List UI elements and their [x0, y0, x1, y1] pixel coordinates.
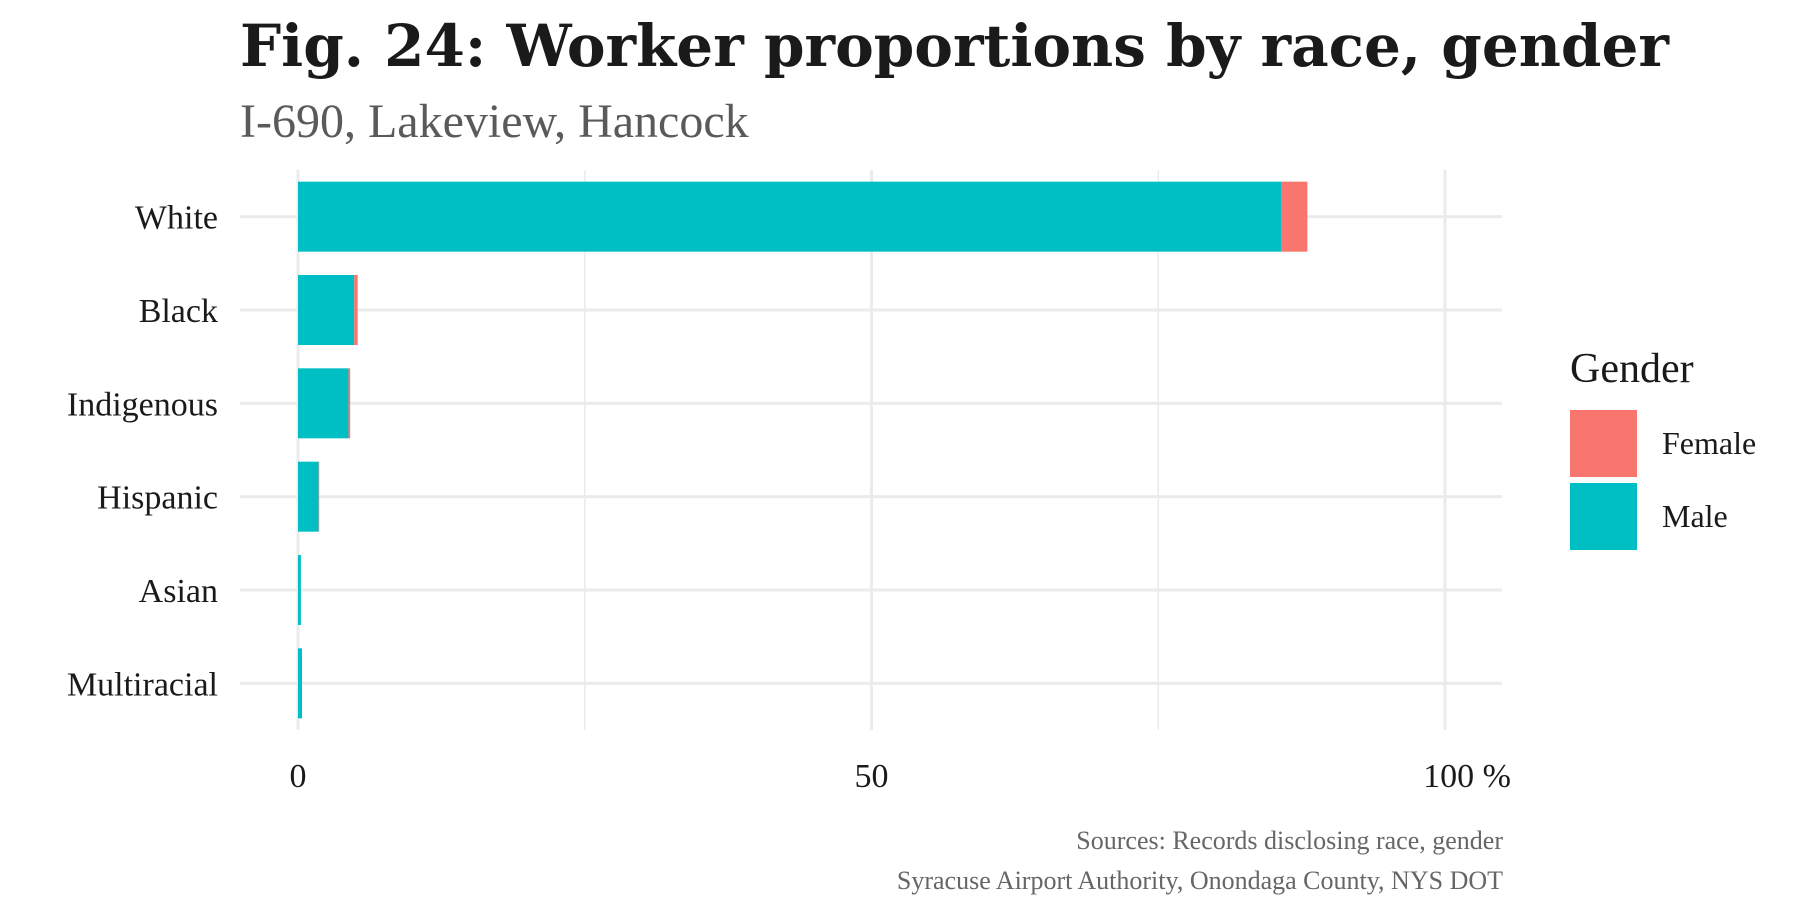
legend-label-male: Male	[1662, 498, 1728, 534]
bar-male-asian	[298, 555, 301, 625]
legend-label-female: Female	[1662, 425, 1757, 461]
bar-male-white	[298, 181, 1281, 252]
x-tick-label: 100 %	[1423, 758, 1511, 795]
legend-item-female: Female	[1570, 407, 1756, 480]
bar-female-black	[354, 275, 358, 345]
legend: Gender Female Male	[1570, 345, 1756, 553]
y-axis-labels: White Black Indigenous Hispanic Asian Multira…	[67, 200, 218, 704]
bar-female-indigenous	[348, 368, 351, 439]
y-tick-label-indigenous: Indigenous	[67, 386, 218, 423]
bars	[298, 181, 1308, 719]
x-tick-label: 0	[290, 758, 307, 795]
y-tick-label-hispanic: Hispanic	[97, 480, 218, 517]
x-axis-labels: 0 50 100 %	[290, 758, 1511, 795]
bar-male-hispanic	[298, 461, 319, 532]
legend-title: Gender	[1570, 346, 1694, 392]
caption-agencies: Syracuse Airport Authority, Onondaga Cou…	[896, 866, 1503, 895]
y-tick-label-asian: Asian	[139, 573, 218, 610]
chart-title: Fig. 24: Worker proportions by race, gen…	[240, 12, 1669, 80]
legend-item-male: Male	[1570, 480, 1756, 553]
bar-female-white	[1280, 181, 1308, 252]
grid-lines	[240, 170, 1502, 730]
legend-swatch-male	[1570, 483, 1637, 550]
x-tick-label: 50	[855, 758, 889, 795]
bar-male-multiracial	[298, 648, 303, 719]
bar-male-black	[298, 275, 355, 345]
caption-sources: Sources: Records disclosing race, gender	[1076, 826, 1503, 855]
y-tick-label-black: Black	[139, 293, 218, 330]
y-tick-label-multiracial: Multiracial	[67, 666, 218, 703]
bar-male-indigenous	[298, 368, 349, 439]
chart-subtitle: I-690, Lakeview, Hancock	[240, 95, 749, 148]
legend-swatch-female	[1570, 410, 1637, 477]
y-tick-label-white: White	[135, 200, 218, 237]
bar-female-hispanic	[318, 461, 320, 532]
